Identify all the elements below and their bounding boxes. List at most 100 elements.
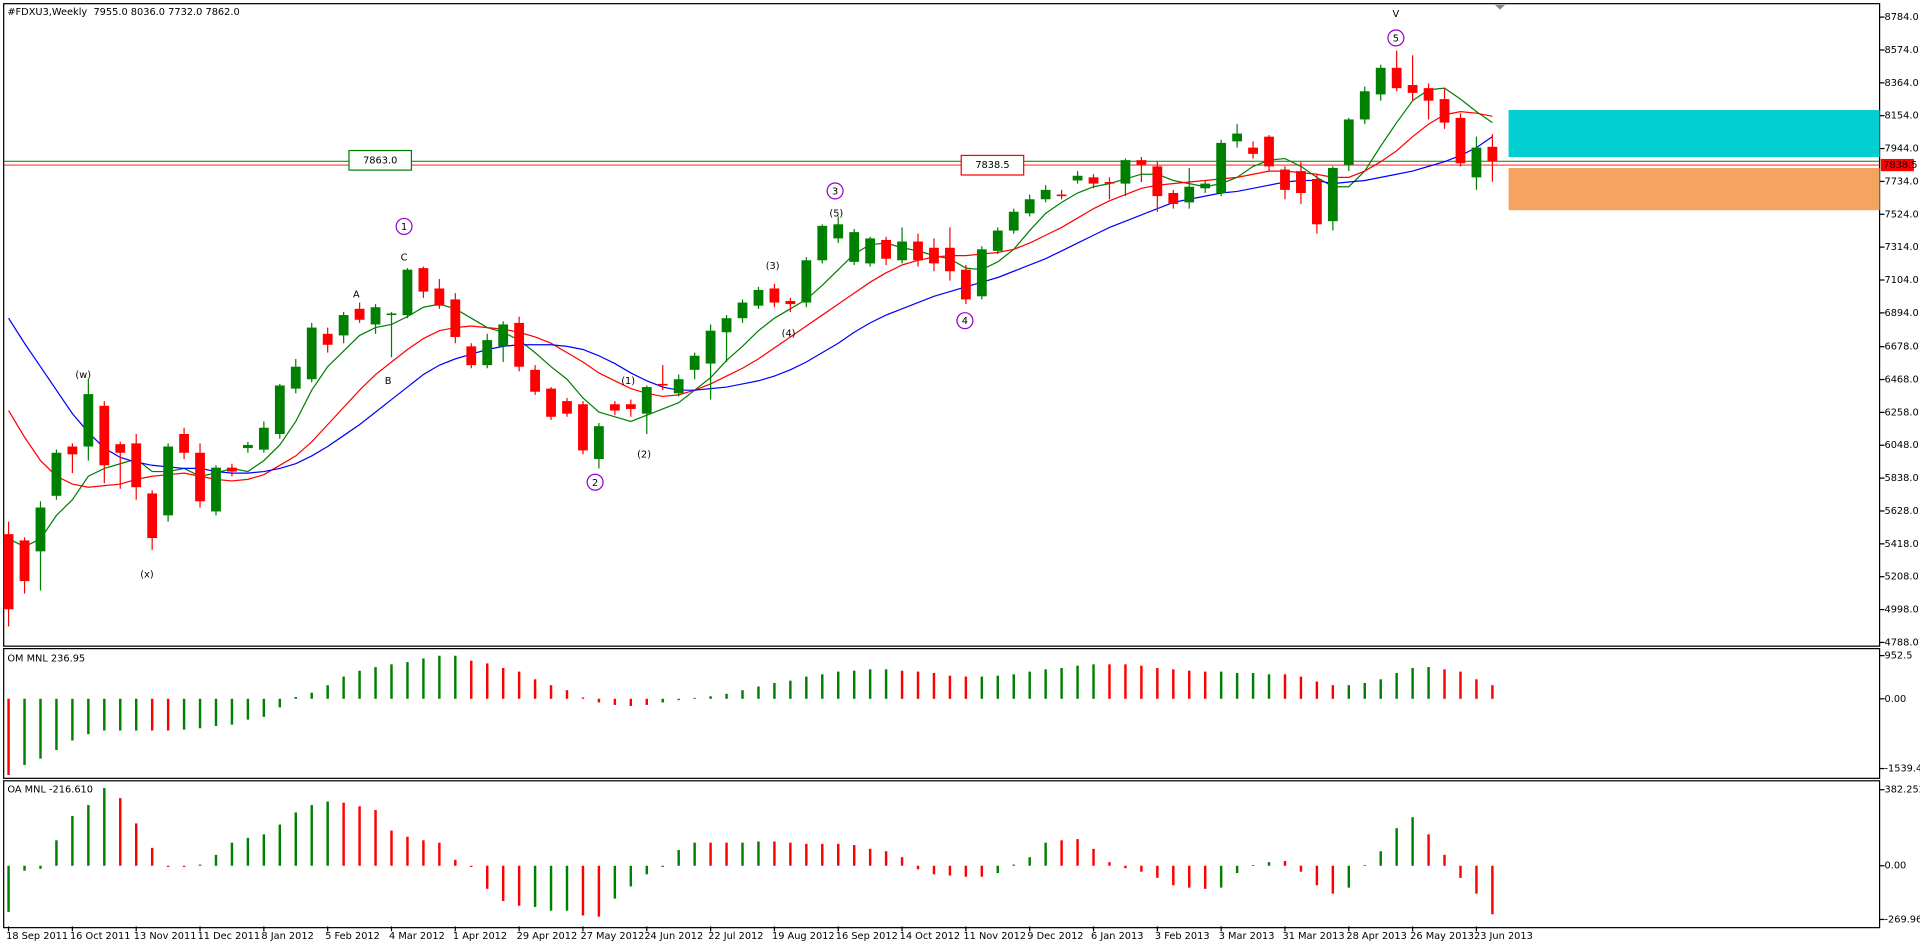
candle-body — [578, 404, 588, 451]
y-tick-label: 8784.0 — [1884, 12, 1918, 23]
candle-body — [530, 369, 540, 392]
candle-body — [833, 224, 844, 239]
x-tick-label: 6 Jan 2013 — [1091, 931, 1143, 942]
candle-body — [657, 383, 668, 386]
x-tick-label: 27 May 2012 — [581, 931, 645, 942]
candle-body — [243, 444, 253, 449]
candle-body — [147, 493, 158, 539]
y-tick-label: 382.252 — [1884, 785, 1920, 796]
wave-circle — [1387, 29, 1405, 47]
x-tick-label: 24 Jun 2012 — [644, 931, 703, 942]
y-tick-label: 5838.0 — [1884, 473, 1918, 484]
x-tick-label: 9 Dec 2012 — [1027, 931, 1083, 942]
wave-label: B — [385, 376, 392, 387]
candle-body — [753, 290, 764, 306]
wave-circle — [586, 473, 604, 491]
wave-circle — [956, 312, 974, 330]
x-tick-label: 14 Oct 2012 — [900, 931, 961, 942]
candle-body — [450, 299, 461, 337]
indicator-panel-frame — [3, 780, 1881, 929]
shift-marker — [1495, 4, 1505, 10]
wave-label: A — [353, 289, 360, 300]
price-zone — [1508, 167, 1880, 211]
candle-body — [1439, 99, 1450, 123]
candle-body — [929, 247, 939, 264]
candle-body — [960, 269, 971, 300]
candle-body — [179, 433, 189, 453]
x-tick-label: 23 Jun 2013 — [1474, 931, 1533, 942]
candle-body — [1008, 211, 1019, 231]
candle-body — [1216, 142, 1227, 193]
candle-body — [1280, 169, 1290, 190]
y-tick-label: 8364.0 — [1884, 78, 1918, 89]
candle-body — [689, 355, 700, 370]
candle-body — [1120, 160, 1131, 184]
candle-body — [482, 340, 493, 366]
candle-body — [1264, 136, 1274, 167]
wave-label: (2) — [637, 450, 651, 461]
moving-average — [8, 111, 1493, 488]
candle-body — [67, 446, 78, 455]
x-tick-label: 19 Aug 2012 — [772, 931, 835, 942]
candle-body — [721, 318, 732, 333]
candle-body — [641, 387, 652, 414]
x-tick-label: 22 Jul 2012 — [708, 931, 763, 942]
candle-body — [1296, 171, 1306, 193]
candle-body — [817, 225, 828, 261]
candle-body — [227, 467, 237, 472]
candle-body — [1311, 178, 1322, 225]
candle-body — [1407, 85, 1418, 93]
candle-body — [83, 394, 94, 447]
y-tick-label: 7944.0 — [1884, 144, 1918, 155]
y-tick-label: 6468.0 — [1884, 375, 1918, 386]
candle-body — [913, 241, 923, 261]
candle-body — [1200, 183, 1211, 189]
wave-label: (1) — [621, 376, 635, 387]
candle-body — [1375, 67, 1386, 95]
candle-body — [1088, 177, 1099, 184]
candle-body — [546, 388, 556, 417]
candle-body — [498, 324, 509, 347]
level-label: 7863.0 — [363, 155, 397, 166]
candle-body — [51, 452, 62, 496]
candle-body — [322, 333, 333, 345]
candle-body — [402, 269, 413, 316]
candle-body — [625, 404, 636, 409]
candle-body — [1327, 167, 1338, 222]
candle-body — [1471, 147, 1482, 178]
x-tick-label: 31 Mar 2013 — [1283, 931, 1345, 942]
x-tick-label: 11 Nov 2012 — [963, 931, 1026, 942]
candle-body — [1168, 192, 1179, 204]
candle-body — [609, 404, 620, 411]
wave-label: 3 — [832, 187, 838, 198]
candle-body — [1184, 186, 1195, 203]
candle-body — [897, 241, 907, 261]
candle-body — [19, 540, 30, 582]
candle-body — [1152, 166, 1163, 197]
x-tick-label: 28 Apr 2013 — [1346, 931, 1407, 942]
x-tick-label: 16 Sep 2012 — [836, 931, 898, 942]
candle-body — [131, 443, 142, 488]
candle-body — [1040, 189, 1051, 200]
chart-title: #FDXU3,Weekly 7955.0 8036.0 7732.0 7862.… — [7, 7, 239, 18]
x-tick-label: 4 Mar 2012 — [389, 931, 445, 942]
candle-body — [163, 446, 174, 516]
candle-body — [801, 260, 812, 303]
y-tick-label: 6258.0 — [1884, 407, 1918, 418]
candle-body — [466, 346, 477, 366]
x-tick-label: 26 May 2013 — [1410, 931, 1474, 942]
x-tick-label: 29 Apr 2012 — [517, 931, 578, 942]
y-tick-label: 8154.0 — [1884, 111, 1918, 122]
candle-body — [1232, 133, 1243, 142]
wave-label: (4) — [782, 328, 796, 339]
candle-body — [594, 426, 604, 460]
wave-label: (5) — [829, 209, 843, 220]
y-tick-label: 0.00 — [1884, 861, 1906, 872]
indicator-title: OM MNL 236.95 — [7, 653, 85, 664]
y-tick-label: 4998.0 — [1884, 605, 1918, 616]
candle-body — [945, 247, 955, 272]
x-tick-label: 13 Nov 2011 — [134, 931, 197, 942]
wave-label: C — [401, 253, 408, 264]
